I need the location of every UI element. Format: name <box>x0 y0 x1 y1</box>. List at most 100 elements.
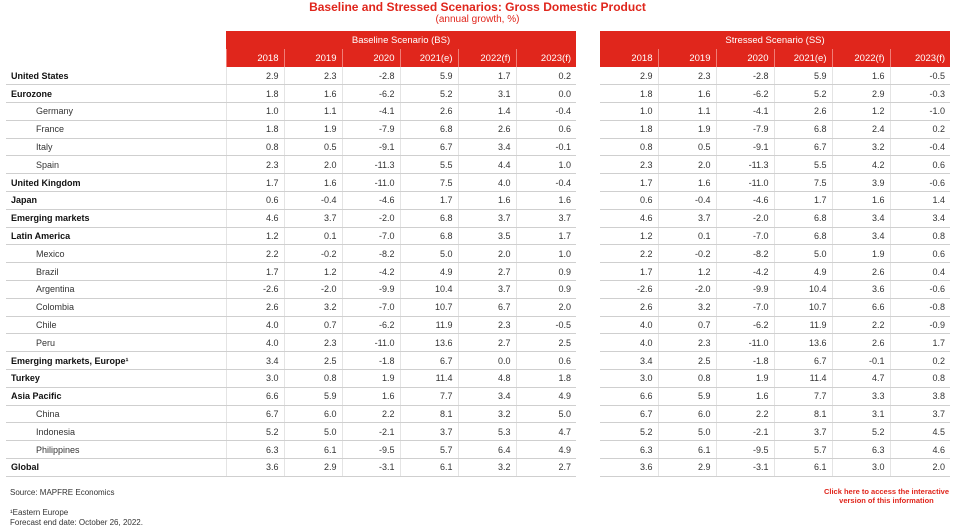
table-row: United States 2.9 2.3 -2.8 5.9 1.7 0.2 <box>6 67 577 86</box>
ss-value-cell: 4.9 <box>773 262 832 282</box>
row-label: Italy <box>6 138 226 157</box>
ss-value-cell: 6.6 <box>600 387 658 406</box>
ss-value-cell: 1.2 <box>600 227 658 246</box>
ss-value-cell: 3.4 <box>600 351 658 371</box>
bs-value-cell: 3.4 <box>457 138 516 157</box>
table-row: 2.9 2.3 -2.8 5.9 1.6 -0.5 <box>600 67 951 86</box>
bs-value-cell: 6.6 <box>225 387 284 406</box>
baseline-scenario-header: Baseline Scenario (BS) <box>226 31 577 49</box>
bs-value-cell: 2.3 <box>283 333 342 353</box>
bs-value-cell: 1.8 <box>515 369 577 388</box>
ss-value-cell: -7.0 <box>715 227 774 246</box>
bs-value-cell: 11.9 <box>399 316 458 335</box>
table-row: 2.3 2.0 -11.3 5.5 4.2 0.6 <box>600 155 951 175</box>
row-label: Philippines <box>6 440 226 460</box>
ss-value-cell: 5.2 <box>831 422 890 442</box>
ss-value-cell: 6.1 <box>773 458 832 477</box>
table-row: 6.7 6.0 2.2 8.1 3.1 3.7 <box>600 405 951 424</box>
table-row: 5.2 5.0 -2.1 3.7 5.2 4.5 <box>600 422 951 442</box>
ss-value-cell: 3.1 <box>831 405 890 424</box>
ss-value-cell: 2.4 <box>831 120 890 139</box>
ss-value-cell: 4.2 <box>831 155 890 175</box>
ss-value-cell: -9.1 <box>715 138 774 157</box>
ss-value-cell: 1.0 <box>600 102 658 121</box>
ss-value-cell: -7.9 <box>715 120 774 139</box>
bs-value-cell: 0.6 <box>515 351 577 371</box>
ss-value-cell: 2.0 <box>657 155 716 175</box>
bs-value-cell: -2.0 <box>341 209 400 228</box>
table-row: Germany 1.0 1.1 -4.1 2.6 1.4 -0.4 <box>6 102 577 121</box>
bs-value-cell: -9.1 <box>341 138 400 157</box>
ss-value-cell: 2.9 <box>600 67 658 86</box>
bs-value-cell: 5.3 <box>457 422 516 442</box>
cta-line-2[interactable]: version of this information <box>839 496 934 505</box>
ss-value-cell: 2.9 <box>831 84 890 104</box>
bs-value-cell: -6.2 <box>341 84 400 104</box>
bs-value-cell: 6.0 <box>283 405 342 424</box>
ss-value-cell: 0.8 <box>889 227 951 246</box>
table-row: 1.2 0.1 -7.0 6.8 3.4 0.8 <box>600 227 951 246</box>
bs-value-cell: 10.4 <box>399 280 458 299</box>
bs-value-cell: 4.8 <box>457 369 516 388</box>
ss-value-cell: 3.9 <box>831 173 890 193</box>
bs-value-cell: 1.7 <box>225 173 284 193</box>
ss-value-cell: 2.6 <box>600 298 658 317</box>
bs-year-header: 2023(f) <box>515 49 577 67</box>
table-row: Spain 2.3 2.0 -11.3 5.5 4.4 1.0 <box>6 155 577 175</box>
bs-value-cell: 13.6 <box>399 333 458 353</box>
bs-value-cell: 2.2 <box>225 244 284 264</box>
bs-value-cell: -1.8 <box>341 351 400 371</box>
ss-value-cell: 5.9 <box>657 387 716 406</box>
bs-value-cell: 3.4 <box>457 387 516 406</box>
bs-value-cell: 2.9 <box>225 67 284 86</box>
bs-value-cell: -4.6 <box>341 191 400 210</box>
ss-year-header: 2020 <box>715 49 774 67</box>
bs-value-cell: 0.0 <box>515 84 577 104</box>
bs-value-cell: 1.7 <box>457 67 516 86</box>
table-row: 2.6 3.2 -7.0 10.7 6.6 -0.8 <box>600 298 951 317</box>
bs-value-cell: -0.5 <box>515 316 577 335</box>
table-row: Turkey 3.0 0.8 1.9 11.4 4.8 1.8 <box>6 369 577 388</box>
ss-value-cell: 4.0 <box>600 333 658 353</box>
ss-value-cell: 1.2 <box>831 102 890 121</box>
table-row: Brazil 1.7 1.2 -4.2 4.9 2.7 0.9 <box>6 262 577 282</box>
bs-value-cell: 10.7 <box>399 298 458 317</box>
bs-value-cell: 7.5 <box>399 173 458 193</box>
bs-value-cell: -2.6 <box>225 280 284 299</box>
bs-value-cell: 0.9 <box>515 262 577 282</box>
ss-value-cell: 1.6 <box>831 67 890 86</box>
bs-value-cell: 0.2 <box>515 67 577 86</box>
table-row: 4.0 2.3 -11.0 13.6 2.6 1.7 <box>600 333 951 353</box>
ss-value-cell: 2.6 <box>831 262 890 282</box>
ss-value-cell: 0.8 <box>657 369 716 388</box>
footnote: ¹Eastern Europe <box>10 508 69 517</box>
ss-value-cell: -1.0 <box>889 102 951 121</box>
bs-value-cell: 3.0 <box>225 369 284 388</box>
bs-value-cell: 0.7 <box>283 316 342 335</box>
ss-value-cell: -11.3 <box>715 155 774 175</box>
table-row: Italy 0.8 0.5 -9.1 6.7 3.4 -0.1 <box>6 138 577 157</box>
ss-value-cell: 2.9 <box>657 458 716 477</box>
bs-value-cell: 3.7 <box>515 209 577 228</box>
table-row: 0.6 -0.4 -4.6 1.7 1.6 1.4 <box>600 191 951 210</box>
ss-value-cell: 6.7 <box>600 405 658 424</box>
bs-value-cell: 1.6 <box>341 387 400 406</box>
bs-value-cell: -4.1 <box>341 102 400 121</box>
bs-value-cell: 2.5 <box>283 351 342 371</box>
ss-value-cell: -0.1 <box>831 351 890 371</box>
ss-value-cell: 3.8 <box>889 387 951 406</box>
ss-value-cell: -2.8 <box>715 67 774 86</box>
bs-value-cell: 2.7 <box>457 262 516 282</box>
cta-line-1[interactable]: Click here to access the interactive <box>823 487 949 496</box>
ss-value-cell: -11.0 <box>715 333 774 353</box>
bs-value-cell: -7.9 <box>341 120 400 139</box>
bs-value-cell: 2.6 <box>399 102 458 121</box>
blank-corner <box>6 49 226 67</box>
ss-value-cell: 2.5 <box>657 351 716 371</box>
ss-value-cell: 3.7 <box>889 405 951 424</box>
table-row: Global 3.6 2.9 -3.1 6.1 3.2 2.7 <box>6 458 577 477</box>
bs-value-cell: 2.2 <box>341 405 400 424</box>
bs-value-cell: 2.0 <box>283 155 342 175</box>
bs-value-cell: 3.7 <box>457 280 516 299</box>
interactive-version-link[interactable]: Click here to access the interactive ver… <box>824 487 949 505</box>
